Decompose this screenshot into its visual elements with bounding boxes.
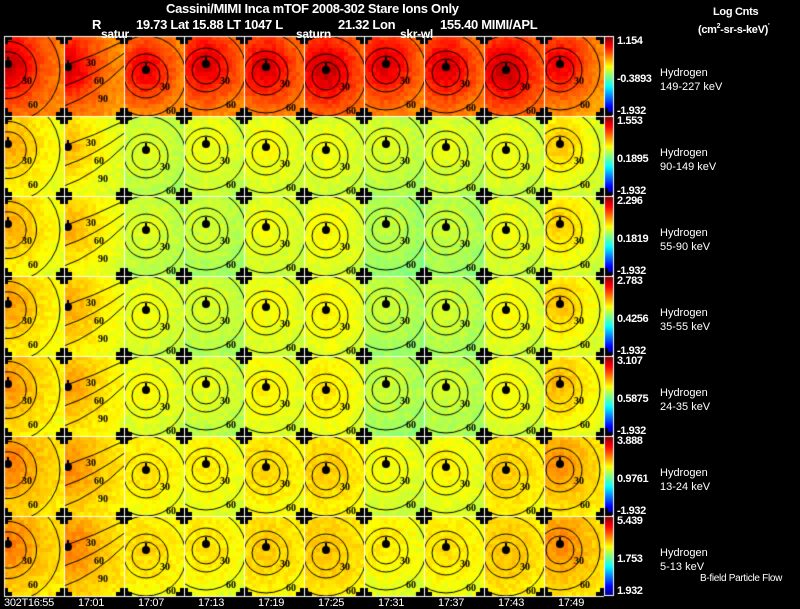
time-tick-label: 302T16:55 bbox=[4, 597, 54, 609]
radius-label: R bbox=[92, 17, 102, 32]
row-energy-label: 90-149 keV bbox=[660, 161, 717, 173]
colorbar-min-label: -1.932 bbox=[617, 505, 646, 517]
row-energy-label: 5-13 keV bbox=[660, 561, 705, 573]
colorbar-mid-label: 1.753 bbox=[617, 553, 643, 565]
colorbar-min-label: -1.932 bbox=[617, 265, 646, 277]
row-species-label: Hydrogen bbox=[660, 467, 708, 479]
time-tick-label: 17:31 bbox=[378, 597, 405, 609]
overlay-label-skr-wl: skr-wl bbox=[400, 27, 433, 41]
time-tick-label: 17:19 bbox=[258, 597, 285, 609]
row-species-label: Hydrogen bbox=[660, 547, 708, 559]
time-tick-label: 17:01 bbox=[78, 597, 105, 609]
units-pre: (cm bbox=[698, 24, 717, 36]
row-species-label: Hydrogen bbox=[660, 147, 708, 159]
time-tick-label: 17:25 bbox=[318, 597, 345, 609]
units-label-line1: Log Cnts bbox=[713, 6, 759, 18]
lat-lt-l-readout: 19.73 Lat 15.88 LT 1047 L bbox=[136, 17, 283, 32]
colorbar-mid-label: 0.1895 bbox=[617, 153, 649, 165]
row-species-label: Hydrogen bbox=[660, 387, 708, 399]
colorbar-min-label: 1.932 bbox=[617, 585, 643, 597]
colorbar-mid-label: 0.9761 bbox=[617, 473, 649, 485]
row-species-label: Hydrogen bbox=[660, 67, 708, 79]
colorbar-max-label: 2.296 bbox=[617, 195, 643, 207]
bfield-particle-flow-note: B-field Particle Flow bbox=[700, 573, 783, 584]
colorbar-mid-label: 0.1819 bbox=[617, 233, 649, 245]
overlay-label-saturn: saturn bbox=[296, 27, 331, 41]
colorbar-max-label: 5.439 bbox=[617, 515, 643, 527]
lon-readout: 21.32 Lon bbox=[338, 17, 396, 32]
units-label-line2: (cm2-sr-s-keV)' bbox=[698, 21, 770, 36]
time-tick-label: 17:43 bbox=[498, 597, 525, 609]
time-tick-label: 17:07 bbox=[138, 597, 165, 609]
row-energy-label: 55-90 keV bbox=[660, 241, 711, 253]
colorbar-mid-label: 0.5875 bbox=[617, 393, 649, 405]
overlay-label-satur: satur bbox=[101, 27, 129, 41]
row-energy-label: 149-227 keV bbox=[660, 81, 723, 93]
colorbar-min-label: -1.932 bbox=[617, 105, 646, 117]
row-energy-label: 13-24 keV bbox=[660, 481, 711, 493]
colorbar-mid-label: 0.4256 bbox=[617, 313, 649, 325]
row-species-label: Hydrogen bbox=[660, 307, 708, 319]
colorbar-min-label: -1.932 bbox=[617, 425, 646, 437]
lon-value-and-credit: 155.40 MIMI/APL bbox=[440, 17, 538, 32]
colorbar-mid-label: -0.3893 bbox=[617, 73, 652, 85]
units-sup: 2 bbox=[716, 23, 721, 30]
colorbar-max-label: 1.553 bbox=[617, 115, 643, 127]
colorbar-max-label: 2.783 bbox=[617, 275, 643, 287]
colorbar-min-label: -1.932 bbox=[617, 345, 646, 357]
colorbar-max-label: 1.154 bbox=[617, 35, 643, 47]
units-sup2: ' bbox=[768, 23, 770, 30]
time-tick-label: 17:49 bbox=[558, 597, 585, 609]
row-energy-label: 35-55 keV bbox=[660, 321, 711, 333]
row-species-label: Hydrogen bbox=[660, 227, 708, 239]
time-tick-label: 17:37 bbox=[438, 597, 465, 609]
colorbar-min-label: -1.932 bbox=[617, 185, 646, 197]
units-post: -sr-s-keV) bbox=[720, 24, 769, 36]
plot-title: Cassini/MIMI Inca mTOF 2008-302 Stare Io… bbox=[166, 1, 459, 16]
row-energy-label: 24-35 keV bbox=[660, 401, 711, 413]
time-tick-label: 17:13 bbox=[198, 597, 225, 609]
colorbar-max-label: 3.107 bbox=[617, 355, 643, 367]
colorbar-max-label: 3.888 bbox=[617, 435, 643, 447]
